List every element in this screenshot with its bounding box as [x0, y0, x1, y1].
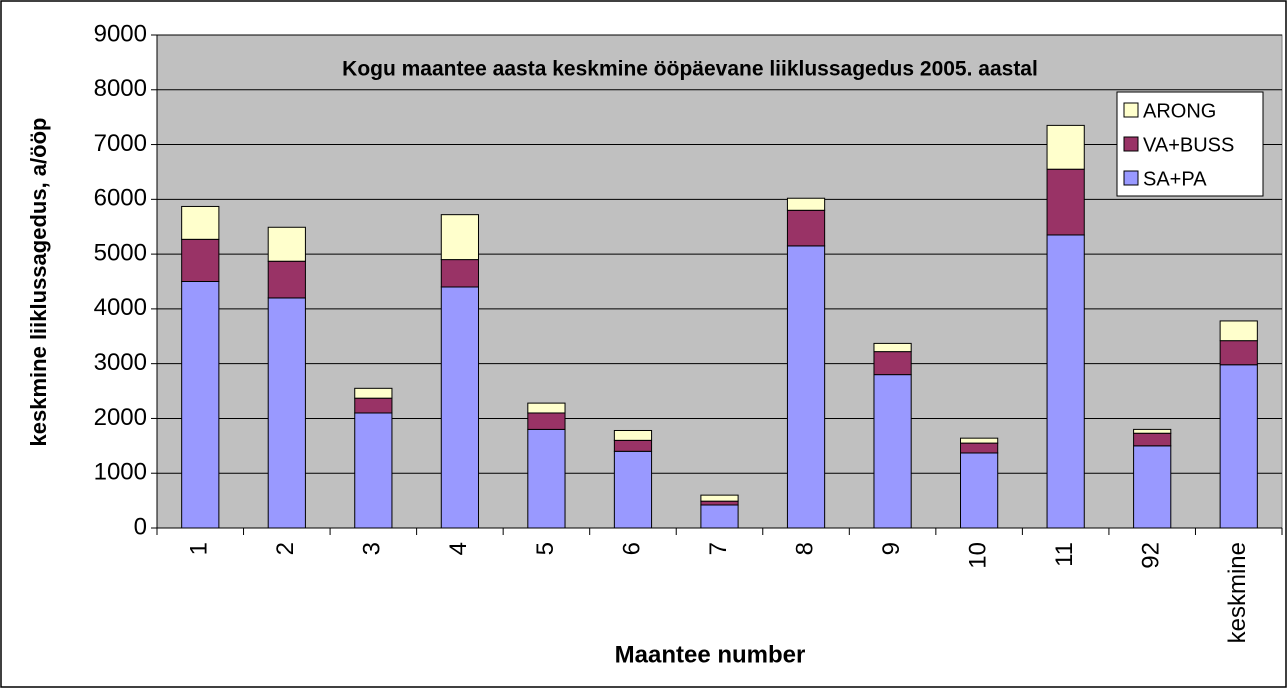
y-tick-label: 8000: [94, 75, 147, 102]
bar-segment: [960, 437, 999, 444]
x-tick-label: 10: [964, 542, 991, 569]
bar-segment: [1046, 124, 1085, 170]
legend-label: ARONG: [1143, 100, 1216, 122]
legend-label: VA+BUSS: [1143, 134, 1234, 156]
legend-swatch: [1123, 102, 1139, 118]
bar-segment: [700, 494, 739, 502]
bar-segment: [181, 238, 220, 282]
plot-area: [156, 34, 1283, 529]
x-tick-label: 92: [1138, 542, 1165, 569]
y-tick-label: 7000: [94, 130, 147, 157]
bar-segment: [1046, 168, 1085, 236]
x-tick-label: 11: [1051, 542, 1078, 567]
bar-segment: [700, 504, 739, 529]
y-tick-label: 6000: [94, 185, 147, 212]
x-axis-label: Maantee number: [615, 641, 806, 668]
legend-label: SA+PA: [1143, 168, 1207, 190]
y-tick-label: 2000: [94, 404, 147, 431]
y-tick-label: 9000: [94, 20, 147, 47]
bar-segment: [354, 387, 393, 399]
bar-segment: [267, 297, 306, 529]
y-tick-label: 3000: [94, 349, 147, 376]
bar-segment: [267, 226, 306, 262]
bar-segment: [786, 197, 826, 211]
bar-segment: [527, 428, 566, 529]
legend-swatch: [1123, 136, 1139, 152]
bar-segment: [613, 450, 653, 529]
bar-segment: [440, 214, 479, 261]
y-tick-label: 4000: [94, 294, 147, 321]
x-tick-label: 9: [878, 542, 905, 555]
bar-segment: [960, 442, 999, 454]
bar-segment: [440, 259, 479, 288]
bar-segment: [1046, 234, 1085, 529]
bar-segment: [267, 260, 306, 299]
chart-title: Kogu maantee aasta keskmine ööpäevane li…: [342, 58, 1038, 81]
bar-segment: [181, 281, 220, 529]
bar-segment: [1133, 432, 1172, 447]
x-tick-label: 4: [445, 542, 472, 555]
bar-segment: [527, 402, 566, 414]
bar-segment: [873, 342, 912, 353]
bar-segment: [786, 245, 826, 529]
bar-segment: [440, 286, 479, 529]
x-tick-label: 6: [618, 542, 645, 555]
bar-segment: [1219, 340, 1258, 366]
bar-segment: [613, 429, 653, 441]
x-tick-label: 3: [359, 542, 386, 555]
bar-segment: [1133, 445, 1172, 529]
x-tick-label: keskmine: [1224, 542, 1251, 643]
bar-segment: [613, 439, 653, 452]
x-tick-label: 7: [705, 542, 732, 555]
bar-segment: [873, 374, 912, 529]
bar-segment: [960, 452, 999, 529]
x-tick-label: 1: [186, 542, 213, 555]
y-tick-label: 1000: [94, 459, 147, 486]
y-tick-label: 0: [134, 513, 147, 540]
bar-segment: [786, 209, 826, 247]
bar-segment: [354, 397, 393, 414]
x-tick-label: 8: [791, 542, 818, 555]
bar-segment: [527, 412, 566, 430]
legend-swatch: [1123, 170, 1139, 186]
x-tick-label: 2: [272, 542, 299, 555]
y-axis-label: keskmine liiklussagedus, a/ööp: [26, 118, 51, 447]
bar-segment: [1219, 320, 1258, 342]
bar-segment: [700, 500, 739, 506]
bar-segment: [181, 205, 220, 240]
legend-box: [1116, 91, 1264, 197]
y-tick-label: 5000: [94, 239, 147, 266]
bar-segment: [354, 412, 393, 529]
bar-segment: [1219, 364, 1258, 529]
bar-segment: [1133, 428, 1172, 434]
x-tick-label: 5: [532, 542, 559, 555]
bar-segment: [873, 351, 912, 376]
